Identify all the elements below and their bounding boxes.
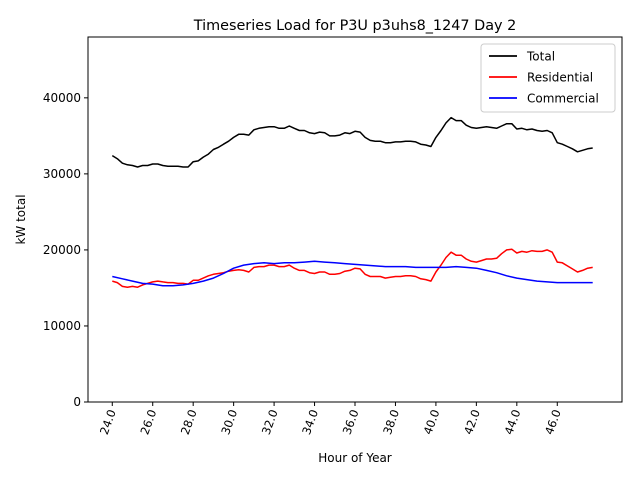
x-tick-label: 38.0 — [380, 408, 402, 437]
legend-label-residential: Residential — [527, 71, 593, 85]
x-tick-label: 44.0 — [501, 408, 523, 437]
legend: Total Residential Commercial — [480, 43, 616, 113]
x-tick-label: 28.0 — [178, 408, 200, 437]
legend-label-total: Total — [526, 50, 555, 64]
chart-title: Timeseries Load for P3U p3uhs8_1247 Day … — [193, 18, 517, 34]
x-tick-label: 30.0 — [218, 408, 240, 437]
x-tick-label: 46.0 — [542, 408, 564, 437]
y-tick-label: 30000 — [43, 167, 81, 181]
y-axis-label: kW total — [14, 194, 28, 244]
y-tick-label: 10000 — [43, 319, 81, 333]
series-line-commercial — [112, 260, 593, 287]
x-tick-label: 26.0 — [137, 408, 159, 437]
y-tick-label: 40000 — [43, 91, 81, 105]
x-tick-label: 34.0 — [299, 408, 321, 437]
legend-box — [480, 43, 616, 113]
x-tick-label: 40.0 — [421, 408, 443, 437]
x-tick-label: 24.0 — [97, 408, 119, 437]
plot-lines — [111, 116, 593, 288]
legend-label-commercial: Commercial — [527, 92, 599, 106]
x-tick-label: 32.0 — [259, 408, 281, 437]
x-tick-label: 36.0 — [340, 408, 362, 437]
x-axis-label: Hour of Year — [318, 451, 392, 465]
y-tick-label: 0 — [73, 395, 81, 409]
series-line-residential — [112, 248, 593, 288]
x-axis: 24.0 26.0 28.0 30.0 32.0 34.0 36.0 38.0 40.0 42.0… — [97, 402, 564, 436]
y-tick-label: 20000 — [43, 243, 81, 257]
series-line-total — [111, 116, 593, 168]
x-tick-label: 42.0 — [461, 408, 483, 437]
y-axis: 0 10000 20000 30000 40000 — [43, 91, 88, 409]
